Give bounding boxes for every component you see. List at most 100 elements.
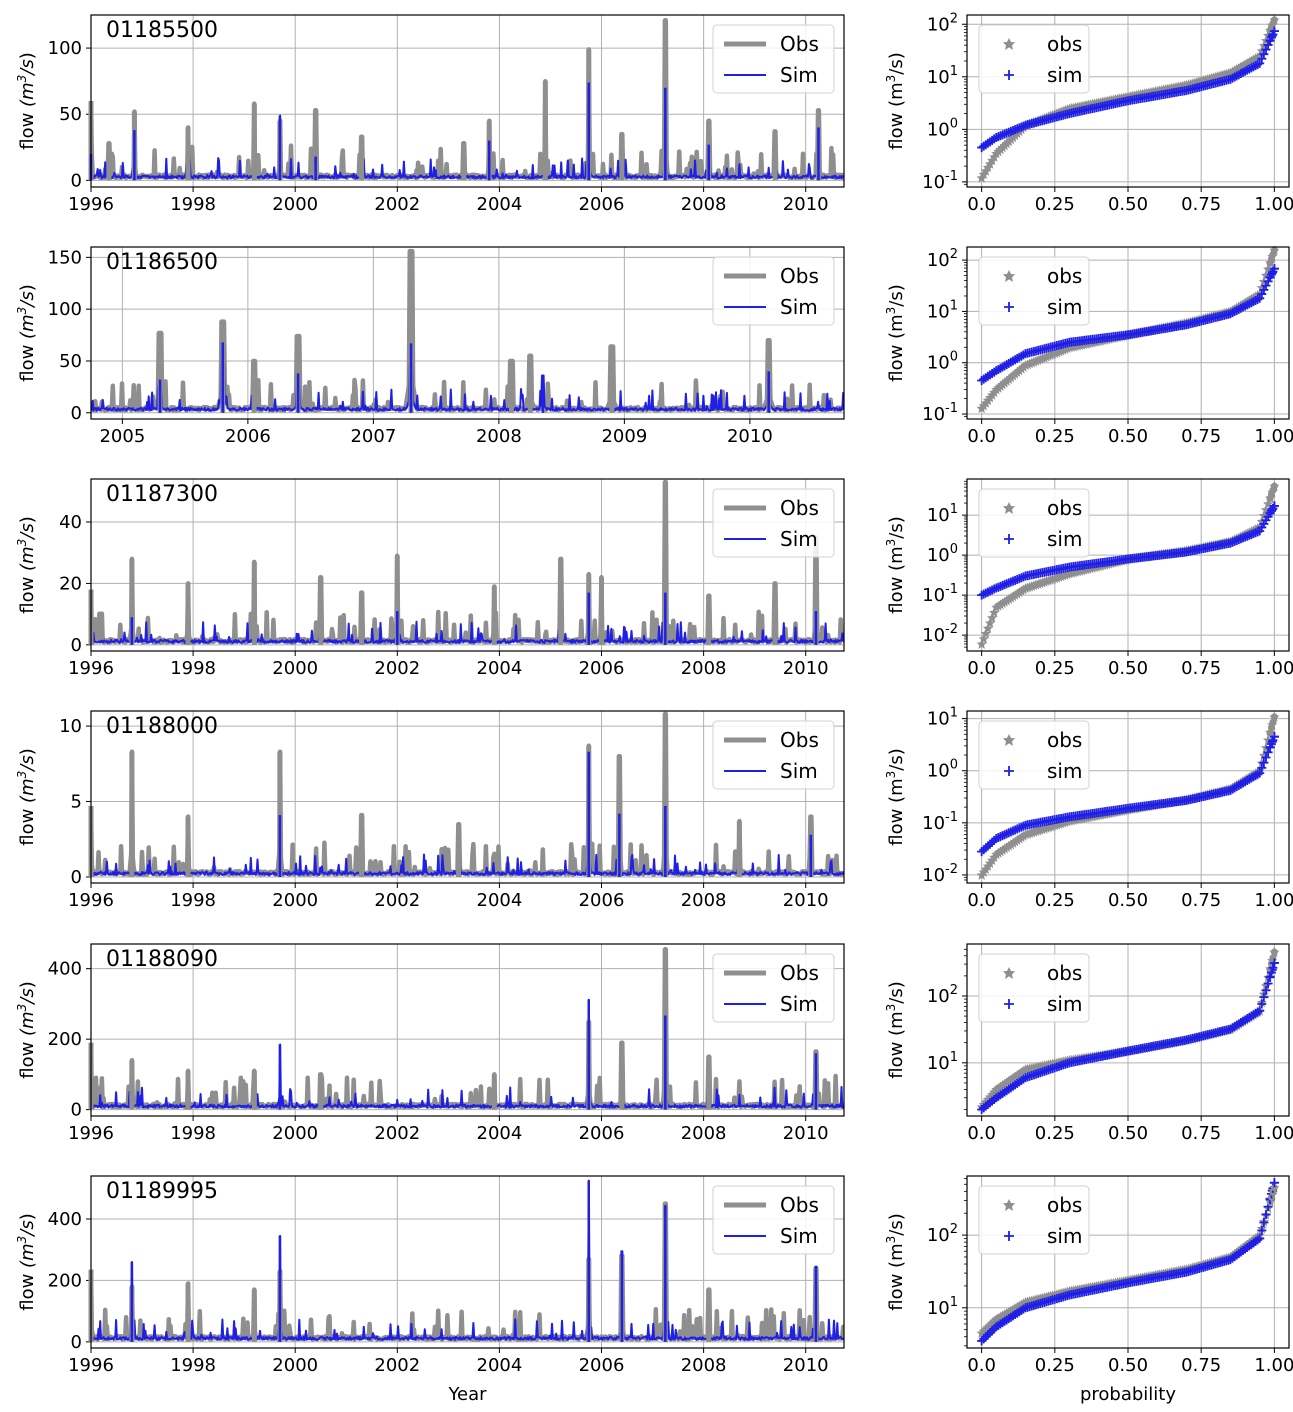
y-tick-label: 10-2 [922, 862, 958, 886]
sim-point [1261, 1210, 1271, 1220]
x-tick-label: 0.75 [1181, 426, 1221, 447]
y-tick-label: 100 [927, 350, 958, 374]
sim-point [1257, 763, 1267, 773]
y-axis-label: flow (m3/s) [15, 981, 38, 1078]
sim-point [1259, 758, 1269, 768]
x-tick-label: 2006 [225, 426, 271, 447]
station-id: 01185500 [106, 18, 218, 43]
obs-tail-point [1270, 246, 1278, 254]
x-tick-label: 2006 [579, 1123, 625, 1144]
sim-point [1261, 752, 1271, 762]
x-tick-label: 0.75 [1181, 1123, 1221, 1144]
obs-tail-point [1270, 482, 1278, 490]
x-tick-label: 0.25 [1035, 658, 1075, 679]
duration-curve-4: 0.0 0.25 0.50 0.75 1.00 101 102 obs sim flow (m3/… [884, 943, 1293, 1144]
y-tick-label: 0 [71, 403, 82, 424]
x-tick-label: 0.0 [967, 1123, 996, 1144]
legend-label-sim: sim [1047, 527, 1082, 551]
y-tick-label: 102 [927, 983, 958, 1007]
x-tick-label: 1998 [170, 658, 216, 679]
sim-point [1002, 829, 1012, 839]
legend-label-sim: Sim [780, 63, 818, 87]
series-line-sim [91, 998, 844, 1109]
obs-point [985, 617, 995, 628]
obs-tail-point [1266, 729, 1274, 737]
y-tick-label: 101 [927, 502, 958, 526]
x-tick-label: 1996 [68, 890, 114, 911]
x-tick-label: 0.0 [967, 658, 996, 679]
x-tick-label: 0.75 [1181, 890, 1221, 911]
x-tick-label: 2002 [374, 1355, 420, 1376]
sim-point [983, 1330, 993, 1340]
series-line-sim [91, 750, 844, 876]
sim-point [979, 1334, 989, 1344]
legend-box [978, 24, 1090, 94]
hydrograph-frame [90, 14, 845, 188]
y-axis-label: flow (m3/s) [884, 284, 907, 381]
obs-point [1261, 504, 1271, 515]
legend-label-obs: Obs [780, 728, 819, 752]
legend-label-obs: obs [1047, 496, 1082, 520]
y-tick-label: 100 [927, 542, 958, 566]
sim-point [1257, 54, 1267, 64]
y-tick-label: 100 [48, 38, 82, 59]
sim-point [1263, 40, 1273, 50]
y-tick-label: 0 [71, 170, 82, 191]
y-tick-label: 102 [927, 1222, 958, 1246]
y-axis-label: flow (m3/s) [884, 748, 907, 845]
sim-point [983, 587, 993, 597]
legend-marker-sim [1004, 999, 1014, 1009]
x-tick-label: 2004 [477, 1355, 523, 1376]
duration-curve-5: 0.0 0.25 0.50 0.75 1.00 101 102 obs sim flow (m3/… [884, 1175, 1293, 1405]
x-axis-label: probability [1080, 1384, 1176, 1405]
legend-marker-obs [1003, 734, 1015, 746]
obs-point [987, 612, 998, 623]
y-tick-label: 0 [71, 1332, 82, 1353]
sim-point [977, 1336, 987, 1346]
sim-point [1255, 58, 1265, 68]
sim-point [1253, 1235, 1263, 1245]
station-id: 01187300 [106, 482, 218, 507]
sim-point [993, 833, 1003, 843]
x-tick-label: 0.25 [1035, 194, 1075, 215]
duration-frame [966, 943, 1290, 1117]
x-tick-label: 1998 [170, 890, 216, 911]
x-tick-label: 1996 [68, 194, 114, 215]
legend-box [978, 1185, 1090, 1255]
x-tick-label: 2002 [374, 890, 420, 911]
legend-marker-obs [1003, 1199, 1015, 1211]
legend-label-obs: Obs [780, 1193, 819, 1217]
sim-point [1259, 285, 1269, 295]
station-id: 01189995 [106, 1179, 218, 1204]
y-tick-label: 102 [927, 247, 958, 271]
x-tick-label: 2004 [477, 194, 523, 215]
x-tick-label: 2007 [350, 426, 396, 447]
obs-point [989, 607, 1000, 618]
x-tick-label: 2006 [579, 1355, 625, 1376]
sim-tail-point [1269, 501, 1279, 511]
legend-label-obs: Obs [780, 961, 819, 985]
sim-point [985, 1328, 995, 1338]
sim-point [1255, 1006, 1265, 1016]
legend-label-obs: obs [1047, 32, 1082, 56]
sim-point [977, 590, 987, 600]
legend-marker-obs [1003, 967, 1015, 979]
x-tick-label: 2000 [272, 1123, 318, 1144]
series-line-sim [91, 1179, 844, 1341]
obs-tail-point [1270, 948, 1278, 956]
sim-point [985, 586, 995, 596]
x-tick-label: 2000 [272, 658, 318, 679]
sim-point [1253, 60, 1263, 70]
duration-curve-2: 0.0 0.25 0.50 0.75 1.00 10-2 10-1 100 101 obs sim f… [884, 478, 1293, 679]
x-tick-label: 0.25 [1035, 426, 1075, 447]
x-tick-label: 2008 [681, 890, 727, 911]
y-axis-label: flow (m3/s) [884, 52, 907, 149]
sim-point [1016, 822, 1026, 832]
y-tick-label: 40 [59, 512, 82, 533]
hydrograph-01188090: 1996 1998 2000 2002 2004 2006 2008 2010 0 200 400 0… [15, 943, 845, 1144]
obs-point [976, 638, 987, 649]
obs-tail-point [1269, 954, 1277, 962]
legend-marker-sim [1004, 302, 1014, 312]
y-tick-label: 10-1 [922, 401, 958, 425]
x-tick-label: 1.00 [1254, 890, 1293, 911]
